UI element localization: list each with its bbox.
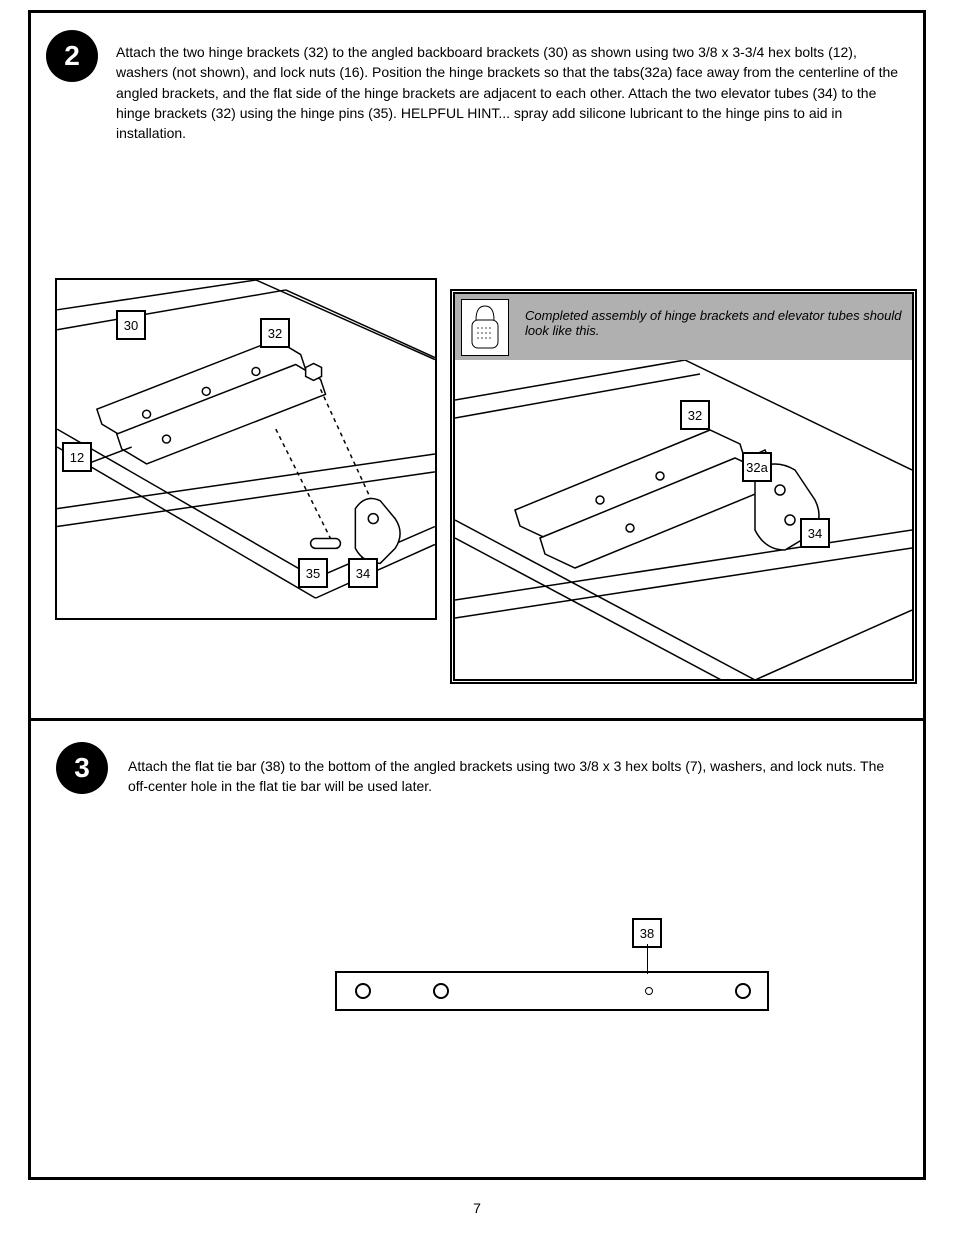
- callout-32-left: 32: [260, 318, 290, 348]
- lock-icon-box: [461, 299, 509, 356]
- callout-32-right: 32: [680, 400, 710, 430]
- step-3-text: Attach the flat tie bar (38) to the bott…: [128, 756, 898, 797]
- callout-38-leader: [647, 944, 670, 974]
- note-text: Completed assembly of hinge brackets and…: [525, 308, 912, 338]
- bar-hole-3: [735, 983, 751, 999]
- step-2-illustration-left: [55, 278, 437, 620]
- callout-12: 12: [62, 442, 92, 472]
- step-3-badge: 3: [56, 742, 108, 794]
- note-bar: Completed assembly of hinge brackets and…: [455, 294, 912, 360]
- bar-hole-2: [433, 983, 449, 999]
- step-2-illustration-right: Completed assembly of hinge brackets and…: [450, 289, 917, 684]
- step-2-number: 2: [64, 40, 80, 72]
- page: 2 Attach the two hinge brackets (32) to …: [0, 0, 954, 1235]
- lock-icon: [462, 300, 508, 355]
- callout-34-left: 34: [348, 558, 378, 588]
- callout-30: 30: [116, 310, 146, 340]
- page-number: 7: [0, 1200, 954, 1216]
- section-divider: [28, 718, 926, 721]
- callout-35: 35: [298, 558, 328, 588]
- bar-hole-offcenter: [645, 987, 653, 995]
- step-3-number: 3: [74, 752, 90, 784]
- step-2-badge: 2: [46, 30, 98, 82]
- bar-hole-1: [355, 983, 371, 999]
- flat-tie-bar-drawing: [335, 971, 769, 1011]
- bracket-assembly-drawing: [57, 280, 435, 618]
- callout-32a: 32a: [742, 452, 772, 482]
- step-2-text: Attach the two hinge brackets (32) to th…: [116, 42, 906, 143]
- callout-34-right: 34: [800, 518, 830, 548]
